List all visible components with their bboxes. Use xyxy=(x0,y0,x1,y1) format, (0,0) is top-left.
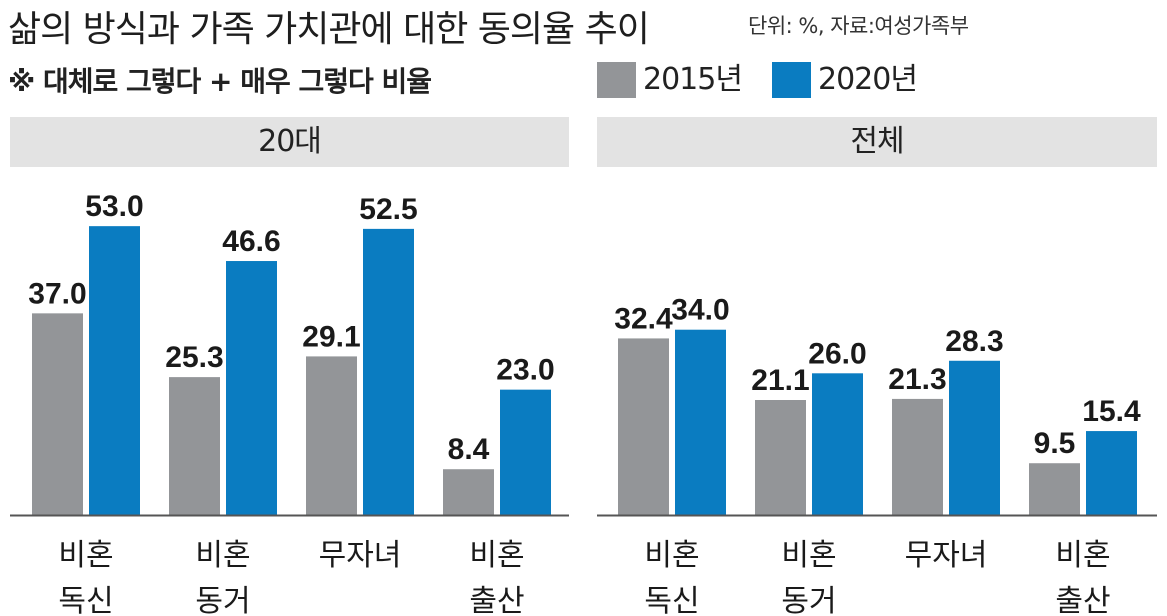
legend-label-2020: 2020년 xyxy=(818,62,918,97)
bar-value-label: 26.0 xyxy=(808,337,866,370)
bar-value-label: 46.6 xyxy=(222,225,280,258)
bar-value-label: 52.5 xyxy=(359,193,417,226)
bar-value-label: 28.3 xyxy=(945,325,1003,358)
bar-20s-2020-3 xyxy=(500,389,551,515)
legend-swatch-2015 xyxy=(597,62,636,98)
category-label: 비혼 독신 xyxy=(644,538,699,616)
bar-total-2015-2 xyxy=(892,398,943,515)
bar-total-2015-1 xyxy=(755,400,806,515)
bar-total-2020-1 xyxy=(812,373,863,515)
legend-label-2015: 2015년 xyxy=(643,62,743,97)
category-label: 비혼 동거 xyxy=(195,538,250,616)
bar-20s-2015-2 xyxy=(306,356,357,515)
bar-value-label: 15.4 xyxy=(1082,395,1141,428)
bar-value-label: 23.0 xyxy=(496,354,554,387)
category-label: 무자녀 xyxy=(905,538,988,573)
bar-value-label: 32.4 xyxy=(614,302,673,335)
measure-note: ※ 대체로 그렇다 + 매우 그렇다 비율 xyxy=(8,65,432,98)
bar-total-2020-3 xyxy=(1086,431,1137,515)
bar-20s-2020-0 xyxy=(89,226,140,515)
panel-20s: 20대 37.0 53.0 비혼 독신 25.3 46.6 비혼 동거 29.1 52.5 무자녀 8… xyxy=(10,117,569,616)
panel-title-total: 전체 xyxy=(597,117,1157,167)
bar-value-label: 21.1 xyxy=(751,364,809,397)
bar-value-label: 8.4 xyxy=(448,433,490,466)
bar-value-label: 21.3 xyxy=(888,363,946,396)
bar-total-2015-3 xyxy=(1029,463,1080,515)
bar-value-label: 29.1 xyxy=(302,320,360,353)
bar-value-label: 25.3 xyxy=(165,341,223,374)
source-note: 단위: %, 자료:여성가족부 xyxy=(748,14,969,38)
bar-total-2020-0 xyxy=(675,329,726,515)
bar-value-label: 9.5 xyxy=(1034,427,1076,460)
panel-total: 전체 32.4 34.0 비혼 독신 21.1 26.0 비혼 동거 21.3 28.3 무자녀 9.… xyxy=(597,117,1157,616)
bar-20s-2015-1 xyxy=(169,377,220,515)
category-label: 비혼 독신 xyxy=(58,538,113,616)
category-label: 비혼 출산 xyxy=(469,538,524,616)
bar-value-label: 34.0 xyxy=(671,294,729,327)
bar-chart-total: 32.434.0 비혼 독신 21.126.0 비혼 동거 21.3 28.3 무자녀 9.515… xyxy=(597,294,1157,616)
bar-20s-2015-0 xyxy=(32,313,83,515)
bar-chart-20s: 37.0 53.0 비혼 독신 25.3 46.6 비혼 동거 29.1 52.5 무자녀 8.4 23… xyxy=(10,190,569,616)
legend-swatch-2020 xyxy=(772,62,811,98)
bar-total-2020-2 xyxy=(949,360,1000,515)
category-label: 비혼 동거 xyxy=(781,538,836,616)
bar-20s-2015-3 xyxy=(443,469,494,515)
bar-20s-2020-2 xyxy=(363,228,414,515)
bar-20s-2020-1 xyxy=(226,261,277,515)
category-label: 비혼 출산 xyxy=(1055,538,1110,616)
chart-title: 삶의 방식과 가족 가치관에 대한 동의율 추이 xyxy=(8,9,650,50)
bar-value-label: 37.0 xyxy=(28,277,86,310)
panel-title-20s: 20대 xyxy=(10,117,569,167)
bar-value-label: 53.0 xyxy=(85,190,143,223)
bar-total-2015-0 xyxy=(618,338,669,515)
category-label: 무자녀 xyxy=(319,538,402,573)
